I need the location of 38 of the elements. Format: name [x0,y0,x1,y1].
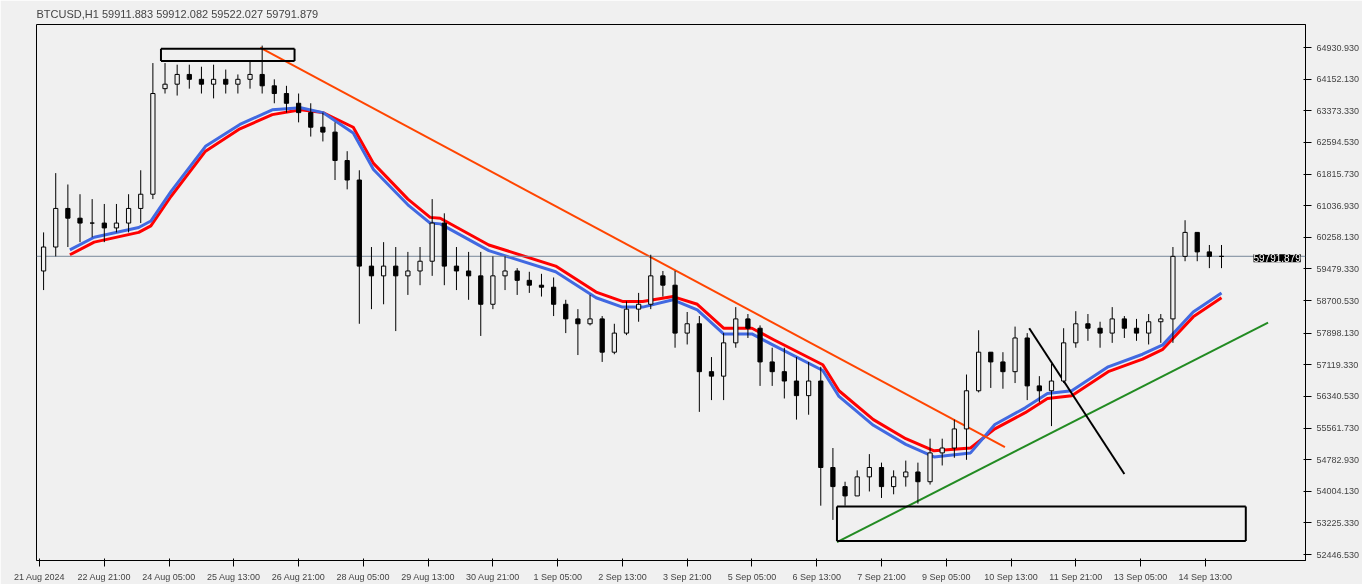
x-tick-label: 22 Aug 21:00 [77,571,131,582]
y-tick-label: 63373.330 [1316,105,1360,116]
x-tick-label: 21 Aug 2024 [14,571,65,582]
y-tick-label: 57898.130 [1316,328,1360,339]
x-tick-label: 1 Sep 05:00 [533,571,582,582]
y-tick-label: 54782.930 [1316,454,1360,465]
y-tick-label: 57119.330 [1316,359,1359,370]
y-tick-label: 58700.530 [1316,295,1360,306]
y-tick-label: 59479.330 [1316,263,1360,274]
x-tick-label: 5 Sep 05:00 [727,571,777,582]
x-tick-label: 9 Sep 05:00 [921,571,971,582]
x-tick-label: 24 Aug 05:00 [142,571,196,582]
y-tick-label: 55561.730 [1316,423,1360,434]
x-tick-label: 13 Sep 05:00 [1113,571,1168,582]
x-tick-label: 3 Sep 21:00 [662,571,712,582]
x-tick-label: 26 Aug 21:00 [271,571,325,582]
y-tick-label: 64152.130 [1316,74,1360,85]
y-tick-label: 60258.130 [1316,232,1360,243]
y-tick-label: 62594.530 [1316,137,1360,148]
y-tick-label: 64930.930 [1316,42,1360,53]
x-tick-label: 25 Aug 13:00 [207,571,261,582]
x-tick-label: 29 Aug 13:00 [401,571,455,582]
x-tick-label: 14 Sep 13:00 [1178,571,1233,582]
y-tick-label: 56340.530 [1316,391,1360,402]
y-tick-label: 61815.730 [1316,169,1360,180]
x-tick-label: 11 Sep 21:00 [1049,571,1103,582]
y-tick-label: 52446.530 [1316,549,1360,560]
y-tick-label: 54004.130 [1316,486,1360,497]
y-tick-label: 53225.330 [1316,517,1360,528]
x-tick-label: 28 Aug 05:00 [336,571,390,582]
ref-line-label: 59791.879 [1253,253,1302,265]
x-tick-label: 10 Sep 13:00 [984,571,1038,582]
chart-title: BTCUSD,H1 59911.883 59912.082 59522.027 59791.879 [36,7,319,20]
x-tick-label: 7 Sep 21:00 [857,571,906,582]
x-tick-label: 2 Sep 13:00 [598,571,647,582]
y-tick-label: 61036.930 [1316,200,1360,211]
x-tick-label: 30 Aug 21:00 [466,571,520,582]
x-tick-label: 6 Sep 13:00 [792,571,841,582]
